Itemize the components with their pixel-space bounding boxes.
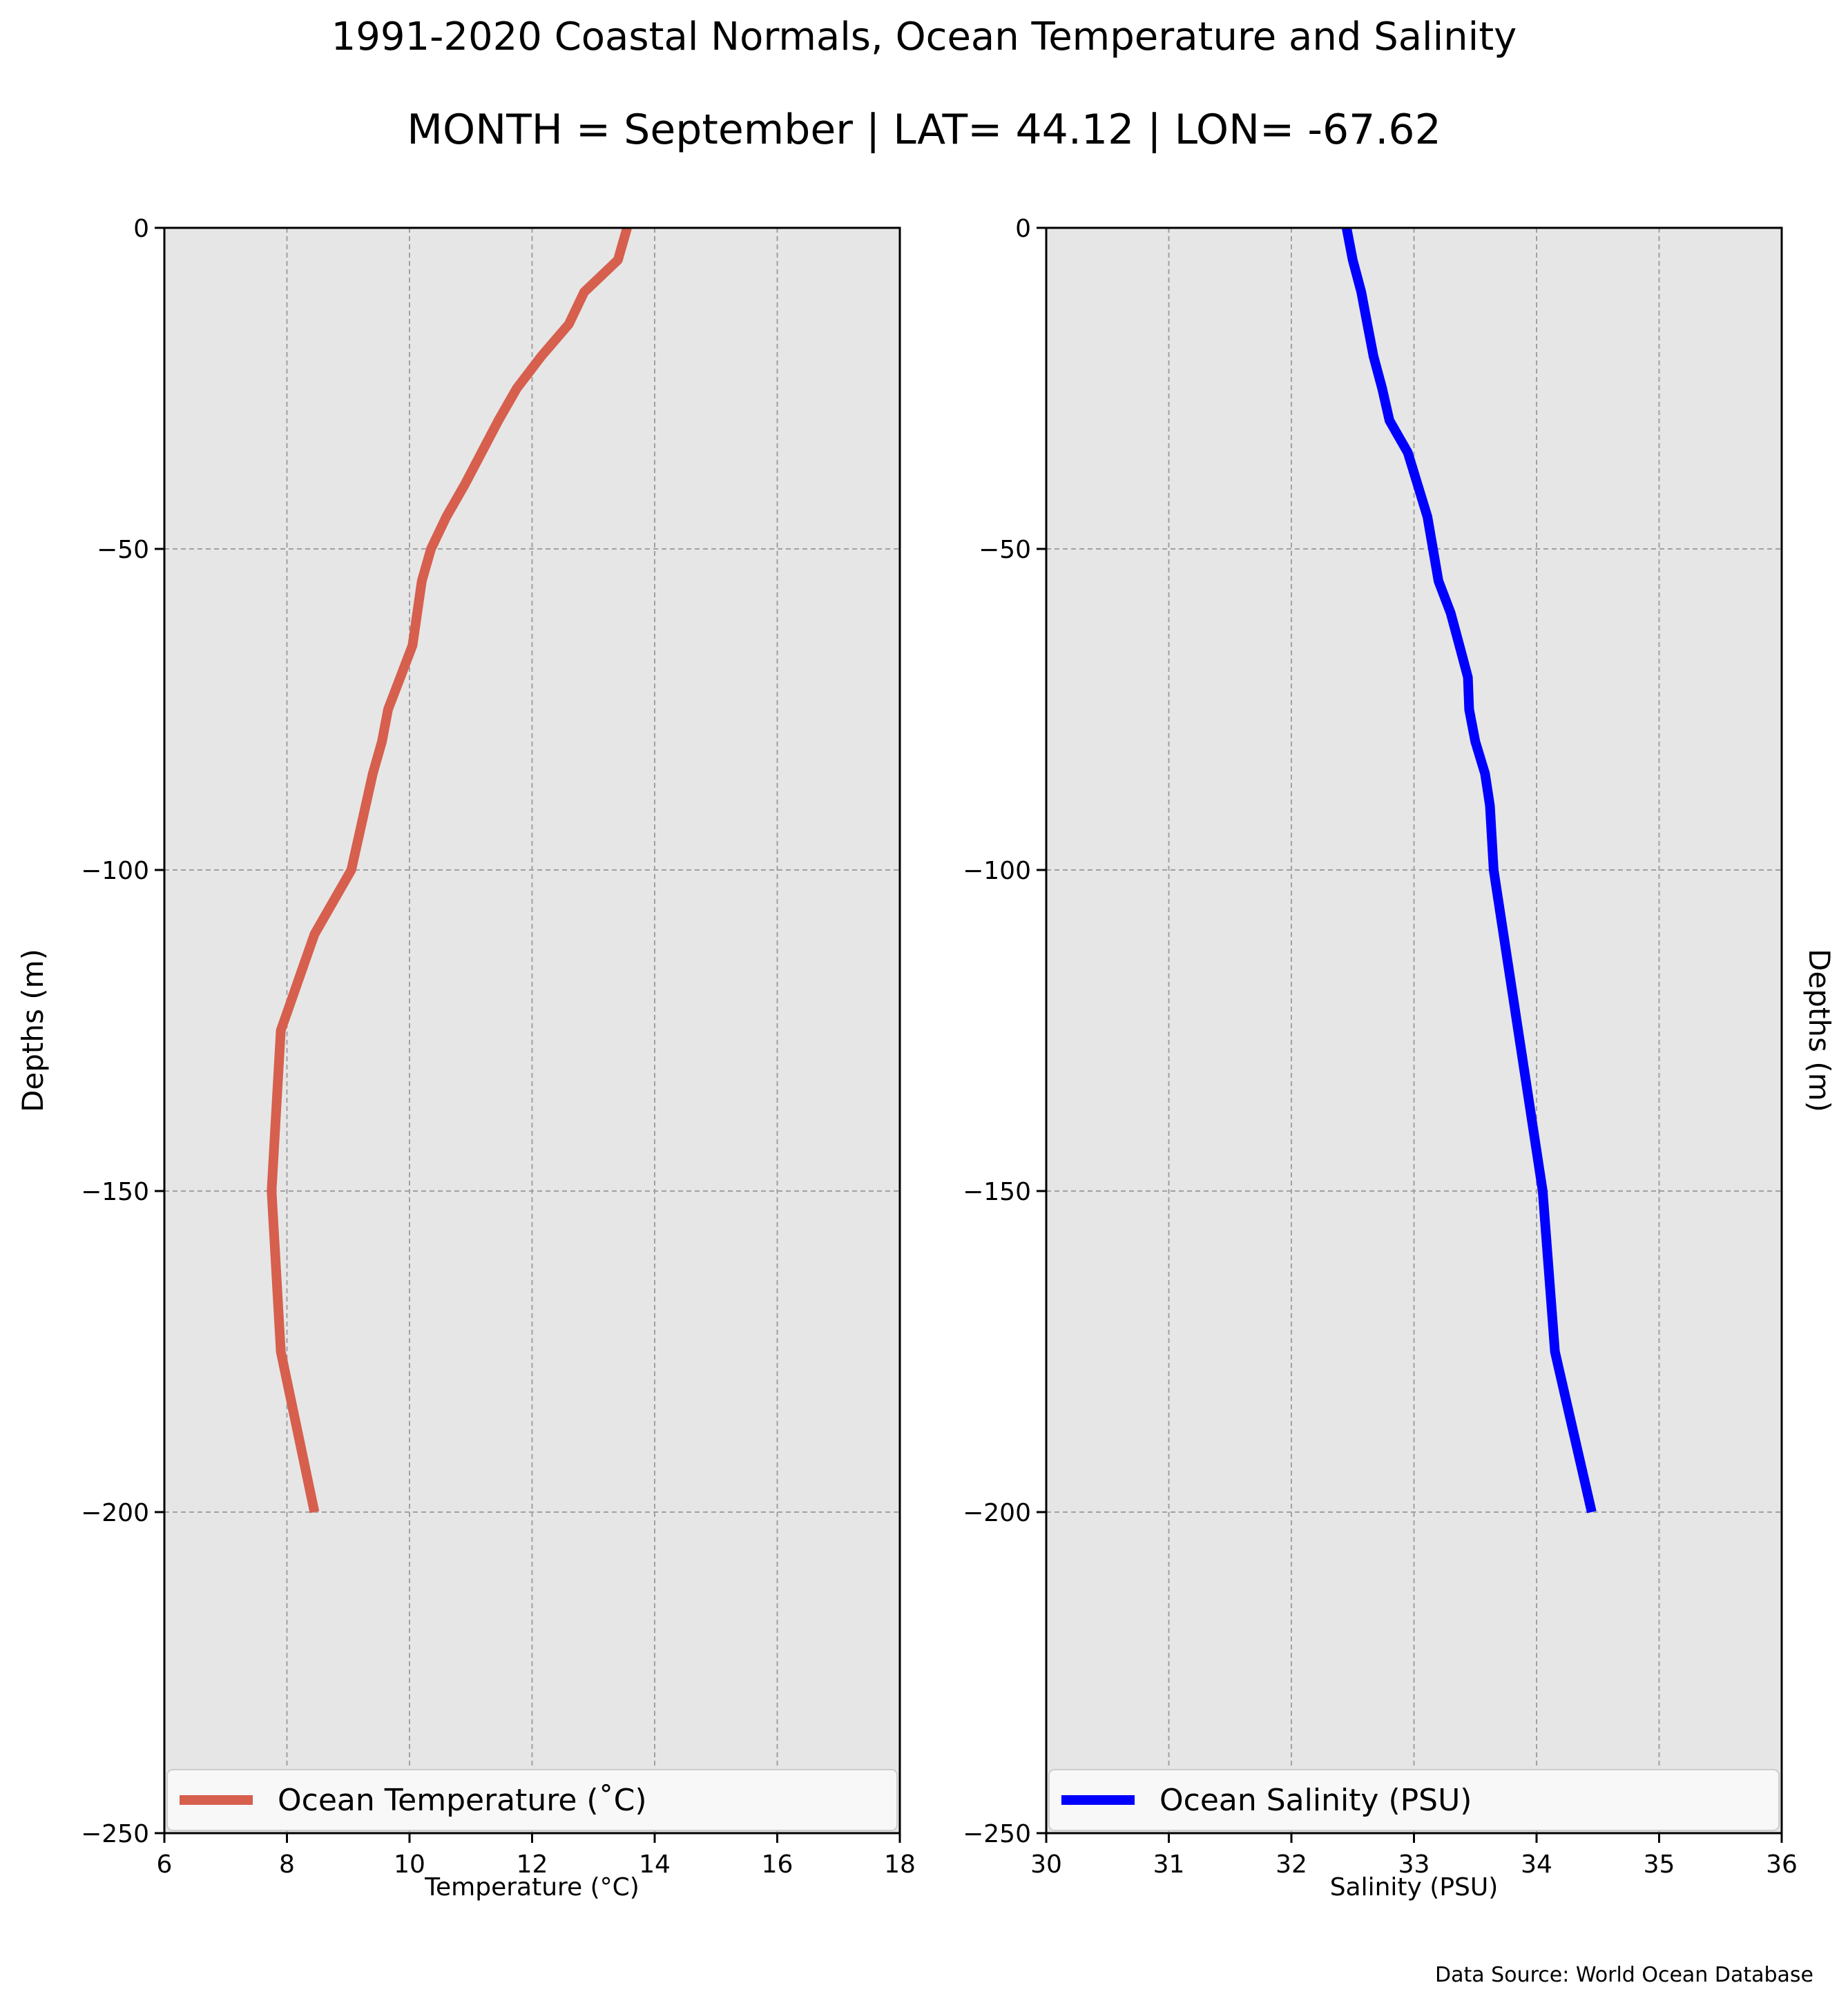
salinity-y-tick-label: −100 bbox=[963, 857, 1031, 885]
salinity-y-axis-label: Depths (m) bbox=[1802, 949, 1836, 1112]
salinity-y-tick-label: −150 bbox=[963, 1178, 1031, 1206]
temperature-legend-box bbox=[166, 1769, 898, 1831]
temperature-y-tick-label: −50 bbox=[97, 536, 149, 564]
temperature-x-tick-label: 10 bbox=[394, 1850, 425, 1879]
salinity-x-axis-label: Salinity (PSU) bbox=[1330, 1873, 1499, 1902]
temperature-x-tick-label: 8 bbox=[279, 1850, 295, 1879]
temperature-x-tick-label: 6 bbox=[157, 1850, 173, 1879]
salinity-x-tick-label: 36 bbox=[1766, 1850, 1798, 1879]
salinity-legend: Ocean Salinity (PSU) bbox=[1048, 1769, 1780, 1831]
temperature-y-tick-label: −250 bbox=[81, 1820, 149, 1848]
salinity-x-tick-label: 34 bbox=[1521, 1850, 1552, 1879]
temperature-panel: 6 8 10 12 14 16 18 0 −50 −100 −150 −200 −250 Temperat… bbox=[16, 215, 916, 1902]
salinity-x-tick-label: 30 bbox=[1030, 1850, 1062, 1879]
temperature-x-tick-label: 14 bbox=[639, 1850, 671, 1879]
salinity-y-tick-label: −200 bbox=[963, 1499, 1031, 1527]
temperature-y-tick-label: −200 bbox=[81, 1499, 149, 1527]
salinity-profile-line bbox=[1342, 226, 1597, 1513]
salinity-x-tick-label: 32 bbox=[1276, 1850, 1307, 1879]
chart-subtitle: MONTH = September | LAT= 44.12 | LON= -6… bbox=[407, 106, 1441, 154]
chart-title: 1991-2020 Coastal Normals, Ocean Tempera… bbox=[331, 14, 1517, 59]
temperature-profile-line bbox=[267, 226, 632, 1513]
salinity-x-tick-label: 35 bbox=[1644, 1850, 1675, 1879]
temperature-x-tick-label: 18 bbox=[884, 1850, 916, 1879]
salinity-panel: 30 31 32 33 34 35 36 0 −50 −100 −150 −200 −250 Salini… bbox=[963, 215, 1836, 1902]
temperature-x-tick-label: 12 bbox=[517, 1850, 548, 1879]
salinity-legend-box bbox=[1048, 1769, 1780, 1831]
temperature-legend-label: Ocean Temperature (˚C) bbox=[278, 1783, 647, 1818]
salinity-y-tick-label: −50 bbox=[979, 536, 1031, 564]
temperature-x-tick-label: 16 bbox=[762, 1850, 793, 1879]
salinity-x-tick-label: 33 bbox=[1398, 1850, 1430, 1879]
temperature-y-tick-label: 0 bbox=[133, 215, 149, 243]
temperature-x-axis-label: Temperature (°C) bbox=[424, 1873, 639, 1902]
temperature-y-tick-label: −100 bbox=[81, 857, 149, 885]
data-source-note: Data Source: World Ocean Database bbox=[1435, 1963, 1813, 1987]
temperature-y-axis-label: Depths (m) bbox=[16, 949, 50, 1112]
temperature-y-tick-label: −150 bbox=[81, 1178, 149, 1206]
temperature-legend: Ocean Temperature (˚C) bbox=[166, 1769, 898, 1831]
salinity-y-tick-label: 0 bbox=[1015, 215, 1031, 243]
salinity-legend-label: Ocean Salinity (PSU) bbox=[1159, 1783, 1472, 1818]
salinity-y-tick-label: −250 bbox=[963, 1820, 1031, 1848]
salinity-x-tick-label: 31 bbox=[1153, 1850, 1185, 1879]
